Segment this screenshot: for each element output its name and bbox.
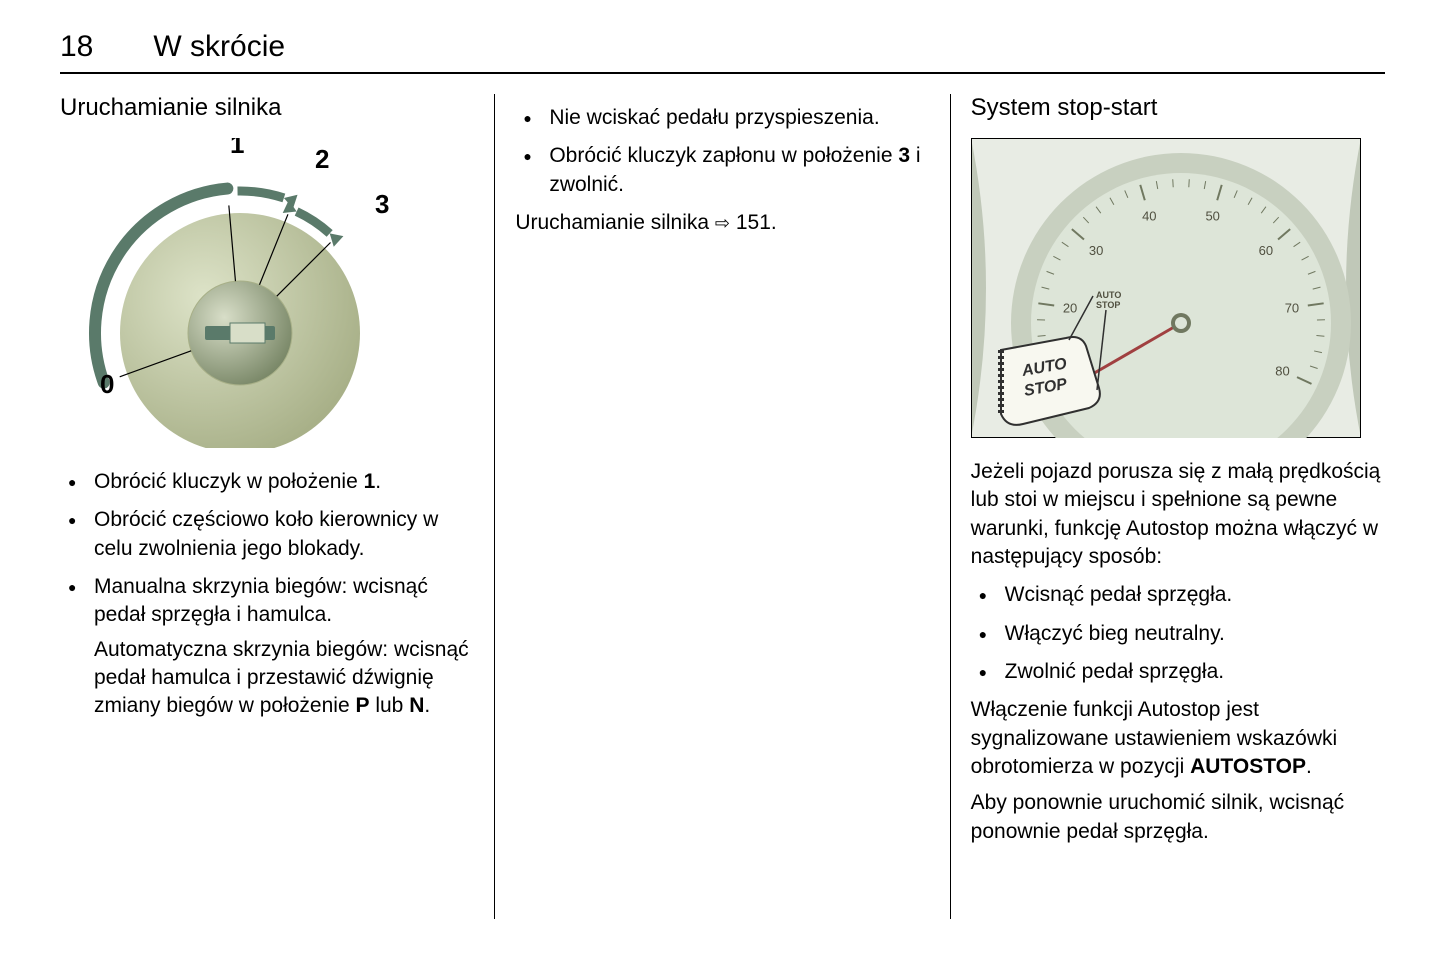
svg-text:0: 0 [100,369,114,399]
svg-text:60: 60 [1258,243,1272,258]
col3-after-text: Włączenie funkcji Autostop jest sygnaliz… [971,696,1385,781]
col1-bullet-list: Obrócić kluczyk w położenie 1. Obrócić cz… [60,468,474,721]
ref-text: Uruchamianie silnika [515,211,715,234]
ref-page: 151. [730,211,777,234]
column-1: Uruchamianie silnika 0 1 2 3 Obrócić kluczy… [60,94,495,919]
col2-bullet-item: Nie wciskać pedału przyspieszenia. [515,104,929,132]
col1-bullet-item: Manualna skrzynia biegów: wcisnąć pedał … [60,573,474,721]
ignition-diagram: 0 1 2 3 [60,138,474,448]
ref-arrow-icon: ⇨ [715,211,730,235]
autostop-figure: 1020304050607080AUTOSTOPAUTOSTOP [971,138,1385,438]
section-title-stop-start: System stop-start [971,94,1385,122]
svg-text:1: 1 [230,138,244,159]
page-title: W skrócie [153,30,285,64]
svg-text:20: 20 [1062,301,1076,316]
svg-text:3: 3 [375,189,389,219]
page-container: 18 W skrócie Uruchamianie silnika 0 1 2 3 O… [0,0,1445,965]
col2-bullet-list: Nie wciskać pedału przyspieszenia. Obróci… [515,104,929,199]
col3-bullet-item: Zwolnić pedał sprzęgła. [971,658,1385,686]
page-number: 18 [60,30,93,64]
svg-text:80: 80 [1275,363,1289,378]
col1-bullet-item: Obrócić częściowo koło kierownicy w celu… [60,506,474,563]
col3-intro-text: Jeżeli pojazd porusza się z małą prędkoś… [971,458,1385,571]
svg-text:70: 70 [1284,301,1298,316]
col3-bullet-item: Wcisnąć pedał sprzęgła. [971,581,1385,609]
ignition-svg: 0 1 2 3 [60,138,420,448]
column-3: System stop-start 1020304050607080AUTOST… [951,94,1385,919]
svg-text:30: 30 [1089,243,1103,258]
section-title-engine-start: Uruchamianie silnika [60,94,474,122]
page-header: 18 W skrócie [60,30,1385,74]
svg-text:40: 40 [1142,209,1156,224]
col3-bullet-list: Wcisnąć pedał sprzęgła. Włączyć bieg neut… [971,581,1385,686]
autostop-svg: 1020304050607080AUTOSTOPAUTOSTOP [971,138,1361,438]
col1-bullet-item: Obrócić kluczyk w położenie 1. [60,468,474,496]
col2-bullet-item: Obrócić kluczyk zapłonu w położenie 3 i … [515,142,929,199]
svg-text:STOP: STOP [1096,300,1120,310]
col3-bullet-item: Włączyć bieg neutralny. [971,620,1385,648]
column-2: Nie wciskać pedału przyspieszenia. Obróci… [495,94,950,919]
svg-text:50: 50 [1205,209,1219,224]
engine-start-ref: Uruchamianie silnika ⇨ 151. [515,209,929,237]
col3-after-text-2: Aby ponownie uruchomić silnik, wcisnąć p… [971,789,1385,846]
col1-bullet-subtext: Automatyczna skrzynia biegów: wcisnąć pe… [94,636,474,721]
svg-text:AUTO: AUTO [1096,290,1121,300]
columns-container: Uruchamianie silnika 0 1 2 3 Obrócić kluczy… [60,94,1385,919]
svg-text:2: 2 [315,144,329,174]
